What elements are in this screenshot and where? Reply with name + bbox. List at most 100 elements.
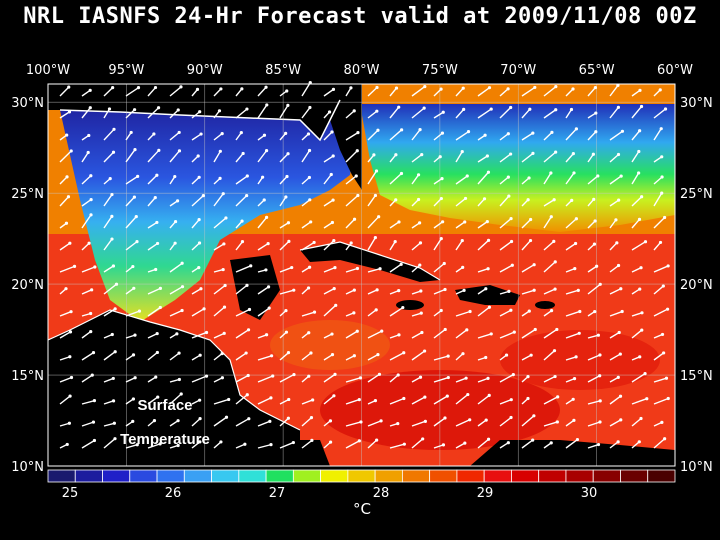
wind-vector-head — [197, 266, 201, 270]
wind-vector-head — [532, 263, 536, 267]
wind-vector — [521, 264, 535, 273]
wind-vector-head — [328, 419, 333, 423]
wind-vector — [367, 110, 378, 119]
wind-vector — [631, 106, 643, 119]
wind-vector-head — [660, 155, 664, 159]
wind-vector — [543, 131, 553, 141]
wind-vector-head — [114, 282, 119, 286]
wind-vector — [81, 439, 95, 449]
wind-vector-head — [615, 241, 619, 245]
wind-vector — [653, 377, 667, 383]
wind-vector — [147, 221, 158, 229]
wind-vector-head — [195, 87, 200, 91]
wind-vector-head — [180, 285, 185, 289]
wind-vector — [477, 221, 488, 229]
wind-vector — [389, 263, 402, 273]
wind-vector — [235, 352, 247, 361]
wind-vector-head — [554, 150, 558, 154]
wind-vector — [147, 332, 158, 339]
wind-vector — [235, 394, 248, 405]
wind-vector — [455, 131, 469, 141]
wind-vector-head — [131, 264, 135, 269]
wind-vector — [301, 399, 313, 405]
wind-vector-head — [111, 264, 116, 268]
wind-vector — [345, 330, 358, 339]
wind-vector — [323, 395, 335, 405]
wind-vector-head — [441, 110, 445, 114]
wind-vector-head — [575, 437, 580, 442]
wind-vector — [433, 355, 449, 361]
colorbar-tick-label: 29 — [477, 486, 494, 501]
wind-vector-head — [529, 217, 533, 222]
wind-vector-head — [349, 86, 353, 90]
wind-vector-head — [131, 419, 135, 423]
wind-vector-head — [198, 440, 202, 444]
wind-vector — [609, 242, 618, 251]
wind-vector-head — [358, 376, 363, 380]
wind-vector — [653, 285, 664, 295]
wind-vector-head — [549, 441, 553, 445]
wind-vector — [213, 306, 225, 317]
wind-vector — [125, 149, 136, 163]
wind-vector-head — [87, 241, 91, 245]
wind-vector — [235, 265, 252, 273]
wind-vector — [389, 306, 404, 317]
wind-vector-head — [416, 173, 421, 177]
wind-vector — [279, 373, 295, 383]
wind-vector — [367, 439, 378, 449]
wind-vector — [125, 196, 135, 207]
lat-label-right: 15°N — [680, 369, 713, 384]
wind-vector-head — [489, 332, 493, 336]
wind-vector-head — [596, 174, 600, 178]
wind-vector-head — [224, 415, 229, 419]
wind-vector-head — [598, 399, 602, 403]
wind-vector-head — [352, 354, 356, 358]
wind-vector — [147, 87, 157, 97]
wind-vector-head — [596, 442, 601, 447]
wind-vector-head — [441, 443, 446, 447]
wind-vector — [543, 199, 555, 207]
wind-vector — [631, 151, 640, 163]
wind-vector-head — [266, 241, 270, 246]
wind-vector — [59, 356, 71, 361]
wind-vector-head — [576, 288, 580, 292]
wind-vector — [587, 375, 601, 383]
wind-vector — [81, 421, 94, 427]
wind-vector — [653, 176, 663, 185]
wind-vector-head — [65, 133, 69, 137]
wind-vector — [345, 195, 359, 207]
wind-vector-head — [489, 107, 493, 111]
wind-vector-head — [637, 171, 641, 175]
wind-vector — [169, 86, 182, 97]
wind-vector-head — [638, 287, 642, 291]
wind-vector — [609, 106, 619, 119]
wind-vector-head — [176, 108, 180, 112]
wind-vector — [191, 418, 201, 427]
wind-vector — [499, 133, 509, 141]
wind-vector — [125, 377, 136, 383]
wind-vector-head — [292, 288, 296, 292]
wind-vector — [389, 374, 399, 383]
wind-vector — [279, 222, 289, 229]
wind-vector — [81, 107, 91, 119]
wind-vector — [521, 108, 531, 119]
wind-vector-head — [527, 176, 531, 180]
wind-vector-head — [555, 420, 559, 424]
wind-vector — [499, 373, 514, 383]
wind-vector — [81, 175, 92, 185]
wind-vector — [631, 172, 640, 185]
colorbar-tick-labels: 25 26 27 28 29 30 — [62, 486, 598, 501]
wind-vector — [587, 175, 599, 185]
wind-vector-head — [572, 171, 576, 175]
wind-vector — [411, 86, 426, 97]
wind-vector-head — [511, 373, 515, 377]
wind-vector — [81, 199, 92, 207]
wind-vector — [565, 88, 574, 97]
lon-labels-top: 100°W 95°W 90°W 85°W 80°W 75°W 70°W 65°W 60°W — [26, 63, 693, 78]
wind-vector — [323, 267, 336, 273]
wind-vector-head — [196, 154, 200, 158]
wind-vector — [565, 128, 577, 141]
wind-vector-head — [374, 169, 379, 173]
wind-vector — [257, 355, 272, 361]
wind-vector — [103, 400, 114, 405]
